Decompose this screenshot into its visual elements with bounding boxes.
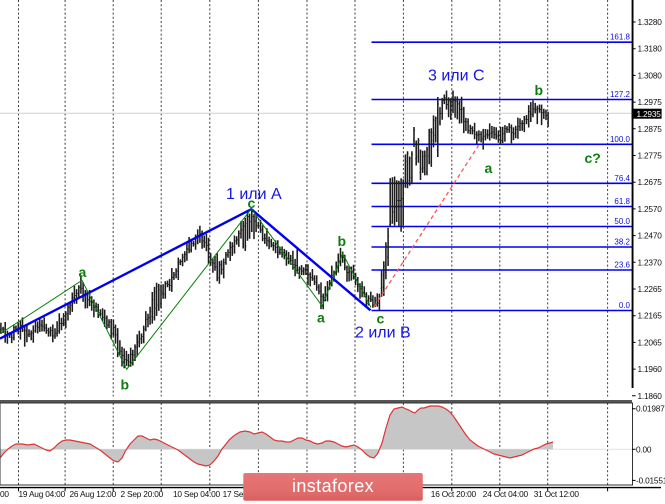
svg-text:76.4: 76.4 (614, 174, 630, 183)
svg-text:1.1960: 1.1960 (638, 364, 663, 374)
svg-text:100.0: 100.0 (610, 135, 631, 144)
svg-text:0.0: 0.0 (619, 301, 631, 310)
svg-text:a: a (485, 160, 493, 176)
svg-text:10 Sep 04:00: 10 Sep 04:00 (173, 489, 221, 499)
svg-text:1.3280: 1.3280 (638, 17, 663, 27)
svg-text:127.2: 127.2 (610, 90, 631, 99)
svg-text:1.2775: 1.2775 (638, 151, 663, 161)
svg-text:0.00: 0.00 (636, 444, 652, 454)
svg-text:61.8: 61.8 (614, 197, 630, 206)
svg-text:1.2470: 1.2470 (638, 231, 663, 241)
svg-text:26 Aug 12:00: 26 Aug 12:00 (70, 489, 117, 499)
svg-text:a: a (317, 310, 325, 326)
svg-text:b: b (535, 82, 544, 98)
svg-text:31 Oct 12:00: 31 Oct 12:00 (534, 489, 580, 499)
svg-text:1.2675: 1.2675 (638, 177, 663, 187)
svg-text:c: c (248, 195, 256, 211)
svg-text:c?: c? (585, 150, 601, 166)
svg-text:-0.01551: -0.01551 (636, 475, 665, 485)
svg-text:3 или C: 3 или C (428, 68, 485, 85)
svg-text:1.2370: 1.2370 (638, 257, 663, 267)
svg-text:19 Aug 04:00: 19 Aug 04:00 (19, 489, 66, 499)
svg-text:1 или A: 1 или A (226, 186, 282, 203)
svg-text:2 или B: 2 или B (355, 325, 411, 342)
svg-text:2 Sep 20:00: 2 Sep 20:00 (121, 489, 164, 499)
svg-text:16 Oct 20:00: 16 Oct 20:00 (431, 489, 477, 499)
svg-text:a: a (79, 264, 87, 280)
svg-text:50.0: 50.0 (614, 217, 630, 226)
svg-text:1.2165: 1.2165 (638, 311, 663, 321)
svg-text:1.3180: 1.3180 (638, 44, 663, 54)
svg-text:1.2935: 1.2935 (637, 109, 662, 119)
svg-text:0.01987: 0.01987 (636, 404, 665, 414)
svg-text:b: b (121, 377, 130, 393)
svg-text:c: c (377, 311, 385, 327)
svg-text:1.2065: 1.2065 (638, 337, 663, 347)
svg-text:161.8: 161.8 (610, 33, 631, 42)
svg-text:00: 00 (0, 489, 9, 499)
svg-text:24 Oct 04:00: 24 Oct 04:00 (483, 489, 529, 499)
svg-text:1.2875: 1.2875 (638, 124, 663, 134)
svg-text:1.1860: 1.1860 (638, 391, 663, 401)
svg-text:38.2: 38.2 (614, 238, 630, 247)
svg-text:1.2265: 1.2265 (638, 284, 663, 294)
svg-text:1.2975: 1.2975 (638, 97, 663, 107)
svg-text:b: b (338, 233, 347, 249)
svg-text:instaforex: instaforex (292, 476, 374, 496)
svg-text:1.3080: 1.3080 (638, 70, 663, 80)
svg-text:1.2570: 1.2570 (638, 204, 663, 214)
svg-text:23.6: 23.6 (614, 261, 630, 270)
